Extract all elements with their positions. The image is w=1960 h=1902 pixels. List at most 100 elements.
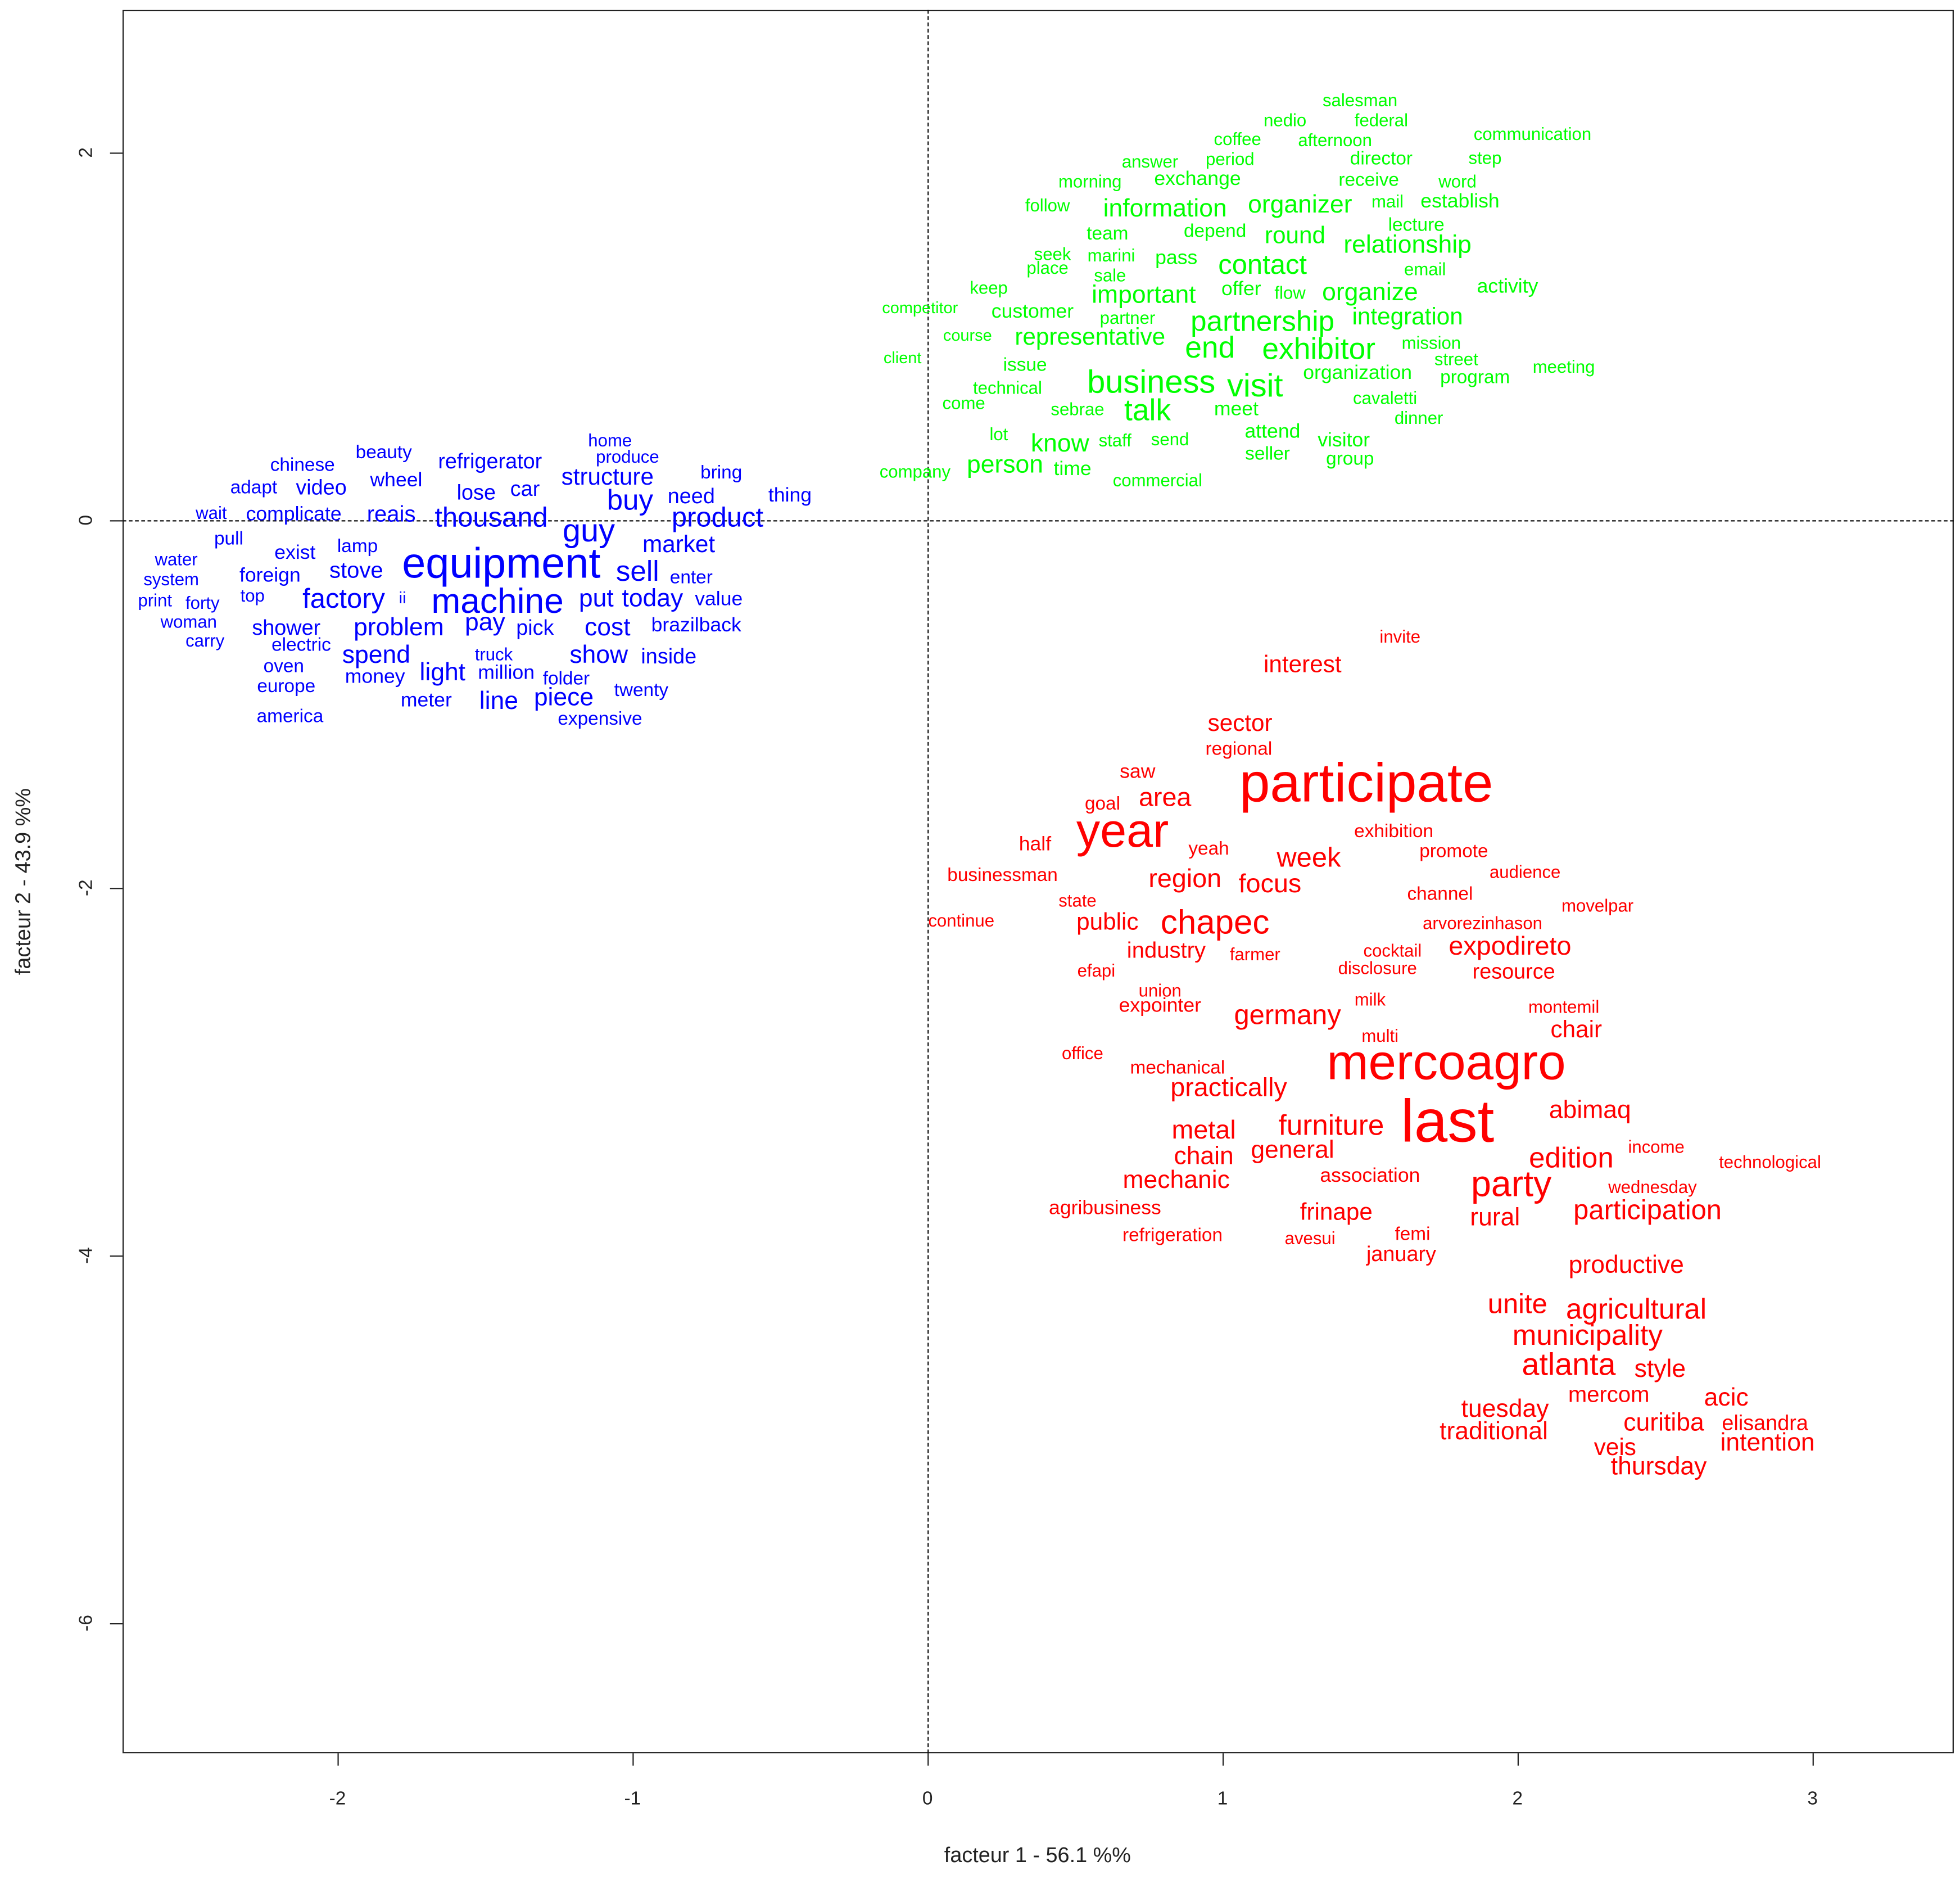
cluster-blue-word: spend <box>342 641 410 669</box>
cluster-red-word: agribusiness <box>1049 1198 1161 1219</box>
cluster-green-word: word <box>1438 171 1477 192</box>
cluster-red-word: focus <box>1238 869 1302 899</box>
cluster-red-word: farmer <box>1229 944 1280 964</box>
cluster-red-word: femi <box>1395 1223 1431 1245</box>
cluster-green-word: marini <box>1087 245 1135 265</box>
cluster-green-word: meeting <box>1532 356 1595 377</box>
x-tick <box>337 1753 339 1766</box>
cluster-red-word: thursday <box>1610 1453 1707 1481</box>
cluster-blue-word: need <box>667 484 715 509</box>
cluster-red-word: interest <box>1264 652 1342 679</box>
cluster-blue-word: structure <box>561 464 654 491</box>
cluster-green-word: lecture <box>1388 214 1445 236</box>
cluster-green-word: federal <box>1354 110 1409 130</box>
cluster-green-word: receive <box>1338 169 1399 191</box>
cluster-green-word: seek <box>1034 243 1071 264</box>
cluster-red-word: elisandra <box>1722 1411 1808 1435</box>
x-tick-label: 2 <box>1512 1788 1523 1810</box>
cluster-blue-word: print <box>138 590 173 611</box>
cluster-green-word: important <box>1092 281 1196 309</box>
y-tick <box>110 1255 123 1257</box>
cluster-blue-word: expensive <box>558 708 642 730</box>
cluster-blue-word: equipment <box>402 540 601 588</box>
cluster-green-word: course <box>943 326 992 345</box>
cluster-blue-word: refrigerator <box>438 449 542 473</box>
cluster-red-word: metal <box>1171 1116 1236 1145</box>
cluster-red-word: week <box>1277 841 1341 873</box>
cluster-blue-word: truck <box>474 644 513 665</box>
y-tick-label: -4 <box>75 1247 97 1264</box>
cluster-blue-word: factory <box>302 582 385 615</box>
cluster-red-word: last <box>1401 1089 1495 1156</box>
zero-x-reference-line <box>927 10 929 1754</box>
cluster-blue-word: pay <box>465 609 505 637</box>
cluster-blue-word: top <box>240 585 265 606</box>
cluster-red-word: expointer <box>1119 995 1201 1017</box>
cluster-red-word: chapec <box>1160 903 1270 941</box>
cluster-blue-word: lose <box>456 481 496 505</box>
cluster-green-word: pass <box>1155 247 1198 269</box>
cluster-green-word: representative <box>1015 324 1166 351</box>
cluster-red-word: public <box>1076 910 1139 936</box>
cluster-red-word: sector <box>1207 711 1273 738</box>
cluster-green-word: cavaletti <box>1352 387 1418 408</box>
cluster-red-word: furniture <box>1278 1108 1384 1141</box>
cluster-green-word: company <box>879 461 951 482</box>
cluster-blue-word: market <box>642 532 716 559</box>
cluster-red-word: state <box>1058 890 1097 911</box>
cluster-blue-word: complicate <box>246 504 342 526</box>
cluster-red-word: income <box>1628 1136 1685 1157</box>
cluster-red-word: intention <box>1720 1429 1815 1457</box>
cluster-red-word: cocktail <box>1363 940 1422 961</box>
cluster-blue-word: guy <box>562 511 615 549</box>
cluster-green-word: come <box>942 392 985 413</box>
cluster-blue-word: foreign <box>239 565 301 587</box>
cluster-blue-word: europe <box>257 676 316 697</box>
y-tick-label: 2 <box>75 147 97 158</box>
cluster-red-word: disclosure <box>1338 957 1417 978</box>
cluster-red-word: participate <box>1239 752 1493 814</box>
cluster-green-word: activity <box>1477 276 1538 298</box>
cluster-green-word: email <box>1404 259 1446 279</box>
cluster-red-word: exhibition <box>1354 821 1434 842</box>
cluster-green-word: communication <box>1473 124 1592 144</box>
cluster-green-word: coffee <box>1214 129 1261 149</box>
cluster-green-word: meet <box>1214 399 1259 421</box>
cluster-red-word: agricultural <box>1565 1292 1707 1325</box>
cluster-green-word: organization <box>1303 363 1413 384</box>
cluster-blue-word: ii <box>399 588 406 607</box>
y-tick <box>110 1623 123 1625</box>
plot-area <box>122 10 1954 1754</box>
cluster-red-word: technological <box>1719 1151 1821 1172</box>
cluster-blue-word: bring <box>700 462 743 484</box>
cluster-blue-word: america <box>256 706 324 728</box>
cluster-green-word: exhibitor <box>1262 332 1376 367</box>
cluster-blue-word: video <box>296 476 347 500</box>
cluster-red-word: regional <box>1205 738 1273 760</box>
cluster-blue-word: car <box>510 477 540 501</box>
cluster-green-word: organizer <box>1248 191 1352 219</box>
cluster-green-word: director <box>1350 148 1413 170</box>
cluster-red-word: expodireto <box>1449 932 1572 961</box>
cluster-green-word: street <box>1434 349 1478 369</box>
cluster-red-word: style <box>1634 1356 1686 1383</box>
x-tick-label: -1 <box>624 1788 641 1810</box>
cluster-blue-word: electric <box>271 634 331 656</box>
cluster-green-word: lot <box>989 424 1008 444</box>
cluster-blue-word: problem <box>354 614 444 642</box>
cluster-green-word: send <box>1151 428 1189 449</box>
cluster-red-word: participation <box>1573 1194 1722 1226</box>
cluster-red-word: atlanta <box>1522 1347 1616 1383</box>
cluster-blue-word: line <box>479 688 518 716</box>
cluster-red-word: arvorezinhason <box>1423 912 1542 933</box>
cluster-blue-word: home <box>588 430 632 450</box>
cluster-red-word: chair <box>1550 1017 1603 1044</box>
cluster-red-word: channel <box>1407 883 1473 905</box>
cluster-red-word: chain <box>1174 1142 1234 1171</box>
cluster-green-word: contact <box>1218 249 1307 281</box>
x-tick <box>1812 1753 1814 1766</box>
cluster-green-word: staff <box>1098 430 1131 450</box>
cluster-green-word: salesman <box>1322 90 1398 110</box>
cluster-blue-word: show <box>569 641 628 669</box>
cluster-green-word: attend <box>1244 421 1301 443</box>
